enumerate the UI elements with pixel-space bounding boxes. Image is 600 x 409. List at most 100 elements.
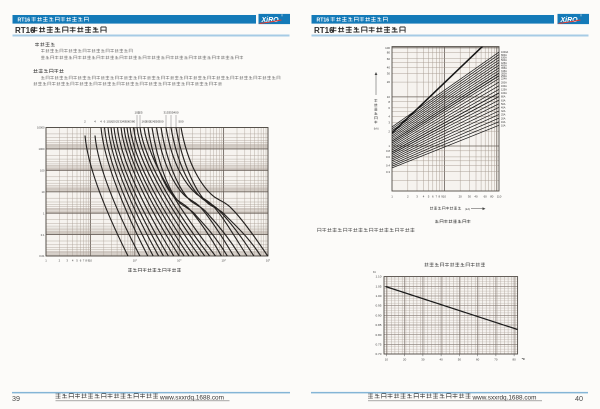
svg-text:4: 4 [388, 115, 390, 119]
svg-text:0.70: 0.70 [375, 352, 381, 356]
svg-text:630A: 630A [501, 57, 507, 60]
svg-text:224: 224 [149, 120, 154, 124]
svg-text:70: 70 [494, 358, 498, 362]
svg-text:60: 60 [484, 195, 488, 199]
svg-text:10: 10 [42, 190, 45, 194]
svg-text:20: 20 [459, 195, 463, 199]
svg-text:6: 6 [104, 120, 106, 124]
svg-text:2: 2 [407, 195, 409, 199]
svg-text:3: 3 [66, 259, 68, 263]
svg-text:1: 1 [45, 259, 47, 263]
svg-text:80: 80 [512, 358, 516, 362]
svg-text:8: 8 [85, 259, 87, 263]
svg-text:300A: 300A [501, 72, 507, 75]
svg-text:100: 100 [40, 169, 45, 173]
svg-text:20: 20 [387, 80, 391, 84]
svg-text:7: 7 [83, 259, 85, 263]
svg-text:8: 8 [438, 195, 440, 199]
svg-text:160: 160 [141, 120, 146, 124]
svg-text:(kA): (kA) [465, 207, 470, 211]
svg-text:0.1: 0.1 [41, 233, 45, 237]
svg-text:10: 10 [443, 195, 447, 199]
svg-text:(kA): (kA) [374, 127, 379, 131]
svg-text:20A: 20A [501, 117, 506, 120]
svg-text:3: 3 [388, 121, 390, 125]
svg-text:40A: 40A [501, 107, 506, 110]
svg-text:4: 4 [72, 259, 74, 263]
svg-text:80A: 80A [501, 96, 506, 99]
svg-text:RT16: RT16 [317, 18, 330, 24]
svg-text:10A: 10A [501, 125, 506, 128]
svg-text:0.75: 0.75 [375, 342, 381, 346]
svg-text:4: 4 [423, 195, 425, 199]
svg-text:50: 50 [125, 120, 129, 124]
svg-text:103: 103 [177, 259, 181, 263]
svg-text:25: 25 [116, 120, 120, 124]
svg-text:32A: 32A [501, 110, 506, 113]
svg-text:63: 63 [128, 120, 132, 124]
svg-text:800A: 800A [501, 54, 507, 57]
svg-text:10: 10 [385, 358, 389, 362]
svg-text:500: 500 [178, 120, 183, 124]
svg-text:39: 39 [12, 394, 20, 403]
svg-text:0.85: 0.85 [375, 323, 381, 327]
svg-text:63A: 63A [501, 99, 506, 102]
svg-text:6: 6 [80, 259, 82, 263]
svg-text:2: 2 [59, 259, 61, 263]
svg-text:2: 2 [84, 120, 86, 124]
svg-text:30: 30 [468, 195, 472, 199]
svg-text:1.05: 1.05 [375, 284, 381, 288]
svg-text:60: 60 [476, 358, 480, 362]
svg-text:250A: 250A [501, 75, 507, 78]
svg-text:®: ® [580, 14, 583, 18]
svg-text:40: 40 [575, 394, 583, 403]
svg-text:200: 200 [145, 120, 150, 124]
svg-text:1000A: 1000A [501, 51, 509, 54]
svg-text:1.10: 1.10 [375, 275, 381, 279]
svg-text:XiRO: XiRO [560, 17, 579, 24]
svg-text:250: 250 [154, 120, 159, 124]
svg-text:224A: 224A [501, 78, 507, 81]
svg-text:20: 20 [403, 358, 407, 362]
svg-text:RT16: RT16 [18, 18, 31, 24]
svg-text:105: 105 [266, 259, 270, 263]
svg-text:1000: 1000 [39, 147, 45, 151]
svg-text:16A: 16A [501, 121, 506, 124]
svg-text:0.4: 0.4 [386, 164, 390, 168]
svg-text:60: 60 [387, 57, 391, 61]
svg-text:32: 32 [119, 120, 123, 124]
svg-text:℃: ℃ [522, 357, 526, 361]
svg-text:7: 7 [435, 195, 437, 199]
svg-text:40: 40 [387, 65, 391, 69]
svg-text:3: 3 [416, 195, 418, 199]
svg-text:315A: 315A [501, 70, 507, 73]
svg-text:0.3: 0.3 [386, 170, 390, 174]
svg-text:315: 315 [163, 111, 168, 115]
svg-text:40: 40 [122, 120, 126, 124]
svg-text:500A: 500A [501, 59, 507, 62]
svg-text:10000: 10000 [37, 126, 45, 130]
svg-text:1: 1 [388, 144, 390, 148]
svg-text:400: 400 [173, 111, 178, 115]
svg-text:4: 4 [94, 120, 96, 124]
svg-text:1.00: 1.00 [375, 294, 381, 298]
svg-text:0.8: 0.8 [386, 149, 390, 153]
svg-text:30: 30 [421, 358, 425, 362]
svg-text:10: 10 [387, 95, 391, 99]
svg-text:0.01: 0.01 [39, 254, 45, 258]
svg-text:25A: 25A [501, 114, 506, 117]
svg-text:200A: 200A [501, 81, 507, 84]
svg-text:40: 40 [439, 358, 443, 362]
svg-text:50A: 50A [501, 103, 506, 106]
svg-text:RT16: RT16 [15, 26, 35, 35]
svg-text:16: 16 [109, 120, 113, 124]
svg-text:125A: 125A [501, 89, 507, 92]
svg-text:104: 104 [222, 259, 226, 263]
svg-text:80: 80 [387, 51, 391, 55]
svg-text:www.sxxrdq.1688.com: www.sxxrdq.1688.com [159, 395, 224, 402]
svg-text:1: 1 [391, 195, 393, 199]
svg-text:100A: 100A [501, 92, 507, 95]
svg-text:6: 6 [388, 106, 390, 110]
svg-text:®: ® [281, 14, 284, 18]
svg-text:100: 100 [134, 111, 139, 115]
